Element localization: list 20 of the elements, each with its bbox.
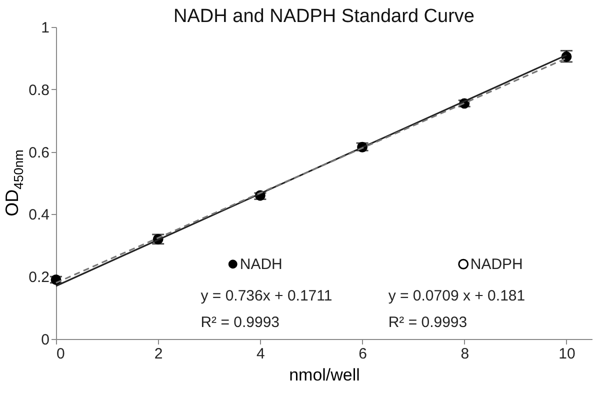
annotation: y = 0.0709 x + 0.181 bbox=[388, 287, 526, 304]
annotation: R² = 0.9993 bbox=[388, 314, 468, 331]
legend-label: NADPH bbox=[470, 256, 523, 274]
x-tick-label: 2 bbox=[154, 346, 163, 362]
x-tick-label: 4 bbox=[256, 346, 265, 362]
x-tick-label: 6 bbox=[358, 346, 367, 362]
x-tick-label: 10 bbox=[558, 346, 576, 362]
annotation: R² = 0.9993 bbox=[200, 314, 280, 331]
x-tick-label: 8 bbox=[460, 346, 470, 362]
y-tick-label: 0.6 bbox=[28, 144, 50, 162]
x-axis-title: nmol/well bbox=[289, 366, 360, 384]
x-tick-label: 0 bbox=[56, 346, 65, 362]
y-tick-label: 0.4 bbox=[28, 206, 50, 224]
y-tick-label: 0.2 bbox=[28, 269, 50, 286]
y-tick-label: 0.8 bbox=[28, 82, 50, 99]
y-tick-label: 1 bbox=[41, 20, 50, 36]
legend-label: NADH bbox=[240, 256, 282, 274]
y-tick-label: 0 bbox=[41, 332, 50, 348]
chart-title: NADH and NADPH Standard Curve bbox=[174, 6, 474, 27]
annotation: y = 0.736x + 0.1711 bbox=[200, 287, 332, 304]
